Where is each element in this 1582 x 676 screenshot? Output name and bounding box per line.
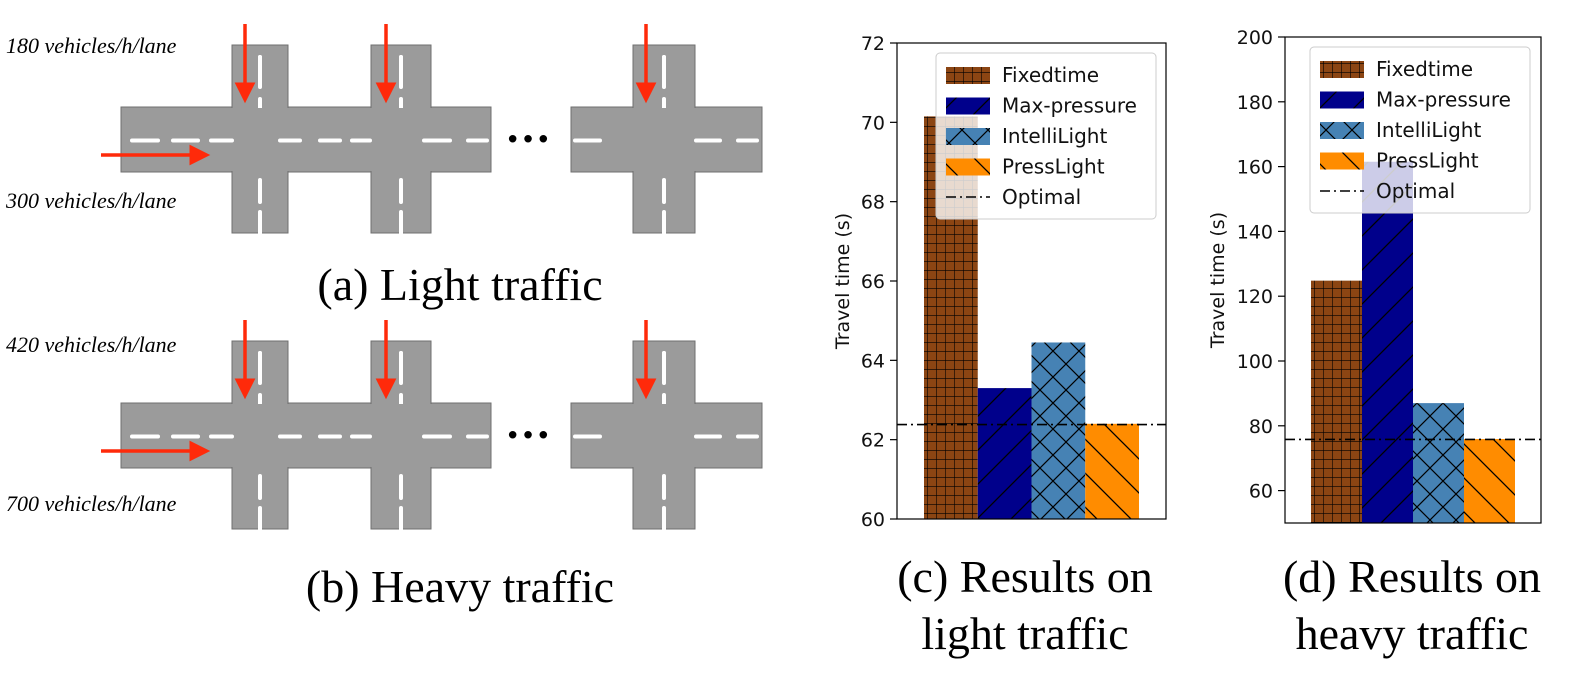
bar-presslight	[1085, 423, 1139, 519]
y-tick-label: 160	[1237, 157, 1273, 179]
legend-swatch-intellilight	[946, 128, 990, 145]
legend-label-fixedtime: Fixedtime	[1002, 63, 1099, 87]
y-axis-label: Travel time (s)	[832, 213, 854, 350]
y-tick-label: 140	[1237, 221, 1273, 243]
bar-fixedtime	[1311, 280, 1362, 523]
legend-label-intellilight: IntelliLight	[1002, 124, 1107, 148]
y-tick-label: 68	[861, 192, 885, 214]
y-tick-label: 200	[1237, 27, 1273, 49]
horizontal-road-fill	[572, 108, 761, 171]
legend-swatch-fixedtime	[1320, 61, 1364, 78]
legend-swatch-presslight	[946, 158, 990, 176]
panel-b-horizontal-flow-label: 700 vehicles/h/lane	[6, 491, 177, 516]
plot-frame	[1284, 36, 1542, 524]
legend-label-presslight: PressLight	[1376, 149, 1479, 173]
chart-d-caption-line2: heavy traffic	[1295, 608, 1529, 659]
y-axis-label: Travel time (s)	[1207, 212, 1229, 349]
legend-label-optimal: Optimal	[1002, 185, 1081, 209]
y-tick-label: 100	[1237, 351, 1273, 373]
legend-label-max-pressure: Max-pressure	[1376, 88, 1511, 112]
legend-swatch-intellilight	[1320, 122, 1364, 139]
y-tick-label: 60	[1249, 481, 1273, 503]
legend-label-intellilight: IntelliLight	[1376, 118, 1481, 142]
road-network-heavy: •••	[101, 320, 763, 545]
legend-swatch-presslight	[1320, 152, 1364, 170]
ellipsis: •••	[505, 126, 551, 156]
panel-a-vertical-flow-label: 180 vehicles/h/lane	[6, 33, 177, 58]
charts: Fixedtime Max-pressure IntelliLight PressLi…	[832, 27, 1542, 531]
y-tick-label: 64	[861, 350, 885, 372]
road-networks: ••• •••	[101, 24, 763, 545]
panel-a-caption: (a) Light traffic	[317, 259, 603, 310]
y-tick-label: 120	[1237, 286, 1273, 308]
legend-box	[935, 52, 1157, 220]
panel-b-vertical-flow-label: 420 vehicles/h/lane	[6, 332, 177, 357]
chart-c-caption-line1: (c) Results on	[897, 551, 1153, 602]
panel-a-horizontal-flow-label: 300 vehicles/h/lane	[6, 188, 177, 213]
bar-intellilight	[1413, 403, 1464, 523]
legend-label-max-pressure: Max-pressure	[1002, 94, 1137, 118]
legend-swatch-fixedtime	[946, 67, 990, 84]
panel-b-caption: (b) Heavy traffic	[305, 561, 615, 612]
legend-swatch-max-pressure	[1320, 91, 1364, 109]
chart-d-caption-line1: (d) Results on	[1282, 551, 1542, 602]
legend: Fixedtime Max-pressure IntelliLight PressLi…	[1309, 46, 1531, 214]
bar-intellilight	[1031, 342, 1086, 519]
bar-presslight	[1464, 439, 1515, 523]
bar-max-pressure	[1362, 161, 1413, 524]
chart-c-caption-line2: light traffic	[921, 608, 1129, 659]
y-tick-label: 70	[861, 112, 885, 134]
y-tick-label: 180	[1237, 92, 1273, 114]
horizontal-road-fill	[572, 404, 761, 467]
legend-swatch-max-pressure	[946, 97, 990, 115]
y-tick-label: 66	[861, 271, 885, 293]
y-tick-label: 60	[861, 509, 885, 531]
legend: Fixedtime Max-pressure IntelliLight PressLi…	[935, 52, 1157, 220]
y-tick-label: 72	[861, 33, 885, 55]
legend-label-fixedtime: Fixedtime	[1376, 57, 1473, 81]
bar-chart-d: Fixedtime Max-pressure IntelliLight PressLi…	[1207, 27, 1542, 524]
legend-label-presslight: PressLight	[1002, 155, 1105, 179]
legend-label-optimal: Optimal	[1376, 179, 1455, 203]
y-tick-label: 80	[1249, 416, 1273, 438]
legend-box	[1309, 46, 1531, 214]
bar-chart-c: Fixedtime Max-pressure IntelliLight PressLi…	[832, 33, 1167, 531]
ellipsis: •••	[505, 422, 551, 452]
y-tick-label: 62	[861, 430, 885, 452]
road-network-light: •••	[101, 24, 763, 249]
bar-max-pressure	[977, 388, 1032, 519]
